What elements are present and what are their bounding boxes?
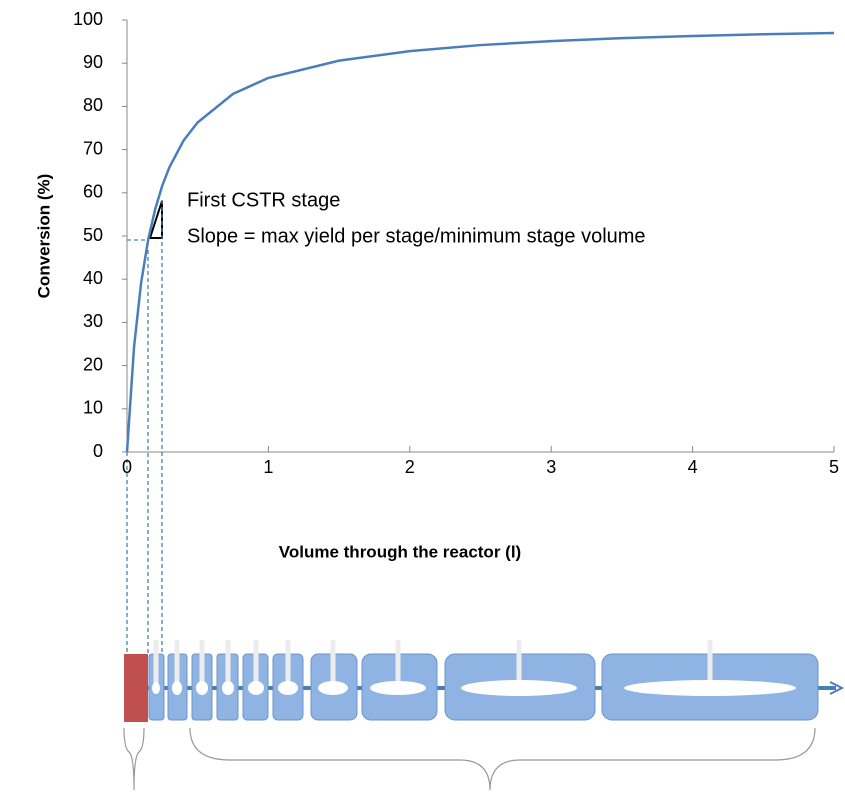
y-tick-label: 40 [83,268,103,288]
y-tick-label: 100 [73,9,103,29]
y-tick-label: 10 [83,398,103,418]
brace [190,728,815,790]
y-tick-label: 90 [83,52,103,72]
y-axis-title: Conversion (%) [34,174,53,299]
first-stage [124,654,148,722]
x-tick-label: 3 [546,457,556,477]
page: {"chart_data": {"type": "line", "annotat… [0,0,845,794]
chart: Conversion (%) Volume through the reacto… [0,0,845,794]
y-tick-label: 0 [93,441,103,461]
x-tick-label: 2 [405,457,415,477]
x-tick-label: 4 [688,457,698,477]
y-tick-label: 80 [83,95,103,115]
y-tick-label: 60 [83,182,103,202]
x-tick-label: 5 [829,457,839,477]
annotation: Slope = max yield per stage/minimum stag… [187,225,646,247]
y-tick-label: 30 [83,311,103,331]
x-tick-label: 1 [263,457,273,477]
x-tick-label: 0 [122,457,132,477]
y-tick-label: 50 [83,225,103,245]
x-axis-title: Volume through the reactor (l) [279,542,521,561]
reactor-diagram [124,640,842,722]
annotation: First CSTR stage [187,189,340,211]
brace [124,728,144,790]
y-tick-label: 20 [83,354,103,374]
y-tick-label: 70 [83,138,103,158]
